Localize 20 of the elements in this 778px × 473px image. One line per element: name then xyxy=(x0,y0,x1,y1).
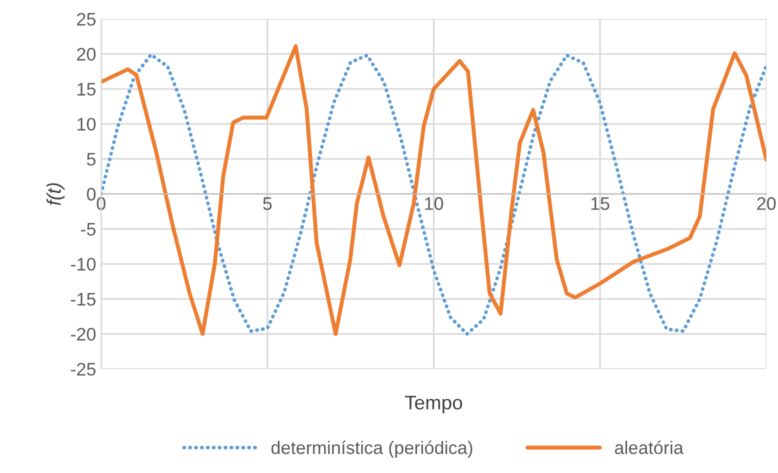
y-tick-label: 15 xyxy=(78,83,96,96)
x-axis-title: Tempo xyxy=(405,396,462,414)
y-tick-label: 10 xyxy=(78,118,96,131)
y-tick-label: 25 xyxy=(77,12,96,26)
y-tick-label: -15 xyxy=(70,293,96,306)
x-tick-label: 15 xyxy=(591,197,610,210)
x-tick-label: 10 xyxy=(425,197,444,210)
y-tick-label: 0 xyxy=(86,188,96,201)
x-tick-label: 0 xyxy=(96,197,106,210)
y-tick-label: 20 xyxy=(77,48,96,61)
x-tick-label: 20 xyxy=(757,197,776,210)
legend-label: aleatória xyxy=(614,440,684,454)
y-tick-label: -5 xyxy=(81,223,96,236)
legend-label: determinística (periódica) xyxy=(271,440,472,458)
y-tick-label: -25 xyxy=(70,362,96,376)
y-tick-label: -10 xyxy=(70,258,96,271)
y-tick-label: -20 xyxy=(70,328,96,341)
y-tick-label: 5 xyxy=(86,153,96,166)
y-axis-title: f(t) xyxy=(46,183,65,206)
x-tick-label: 5 xyxy=(263,197,272,210)
